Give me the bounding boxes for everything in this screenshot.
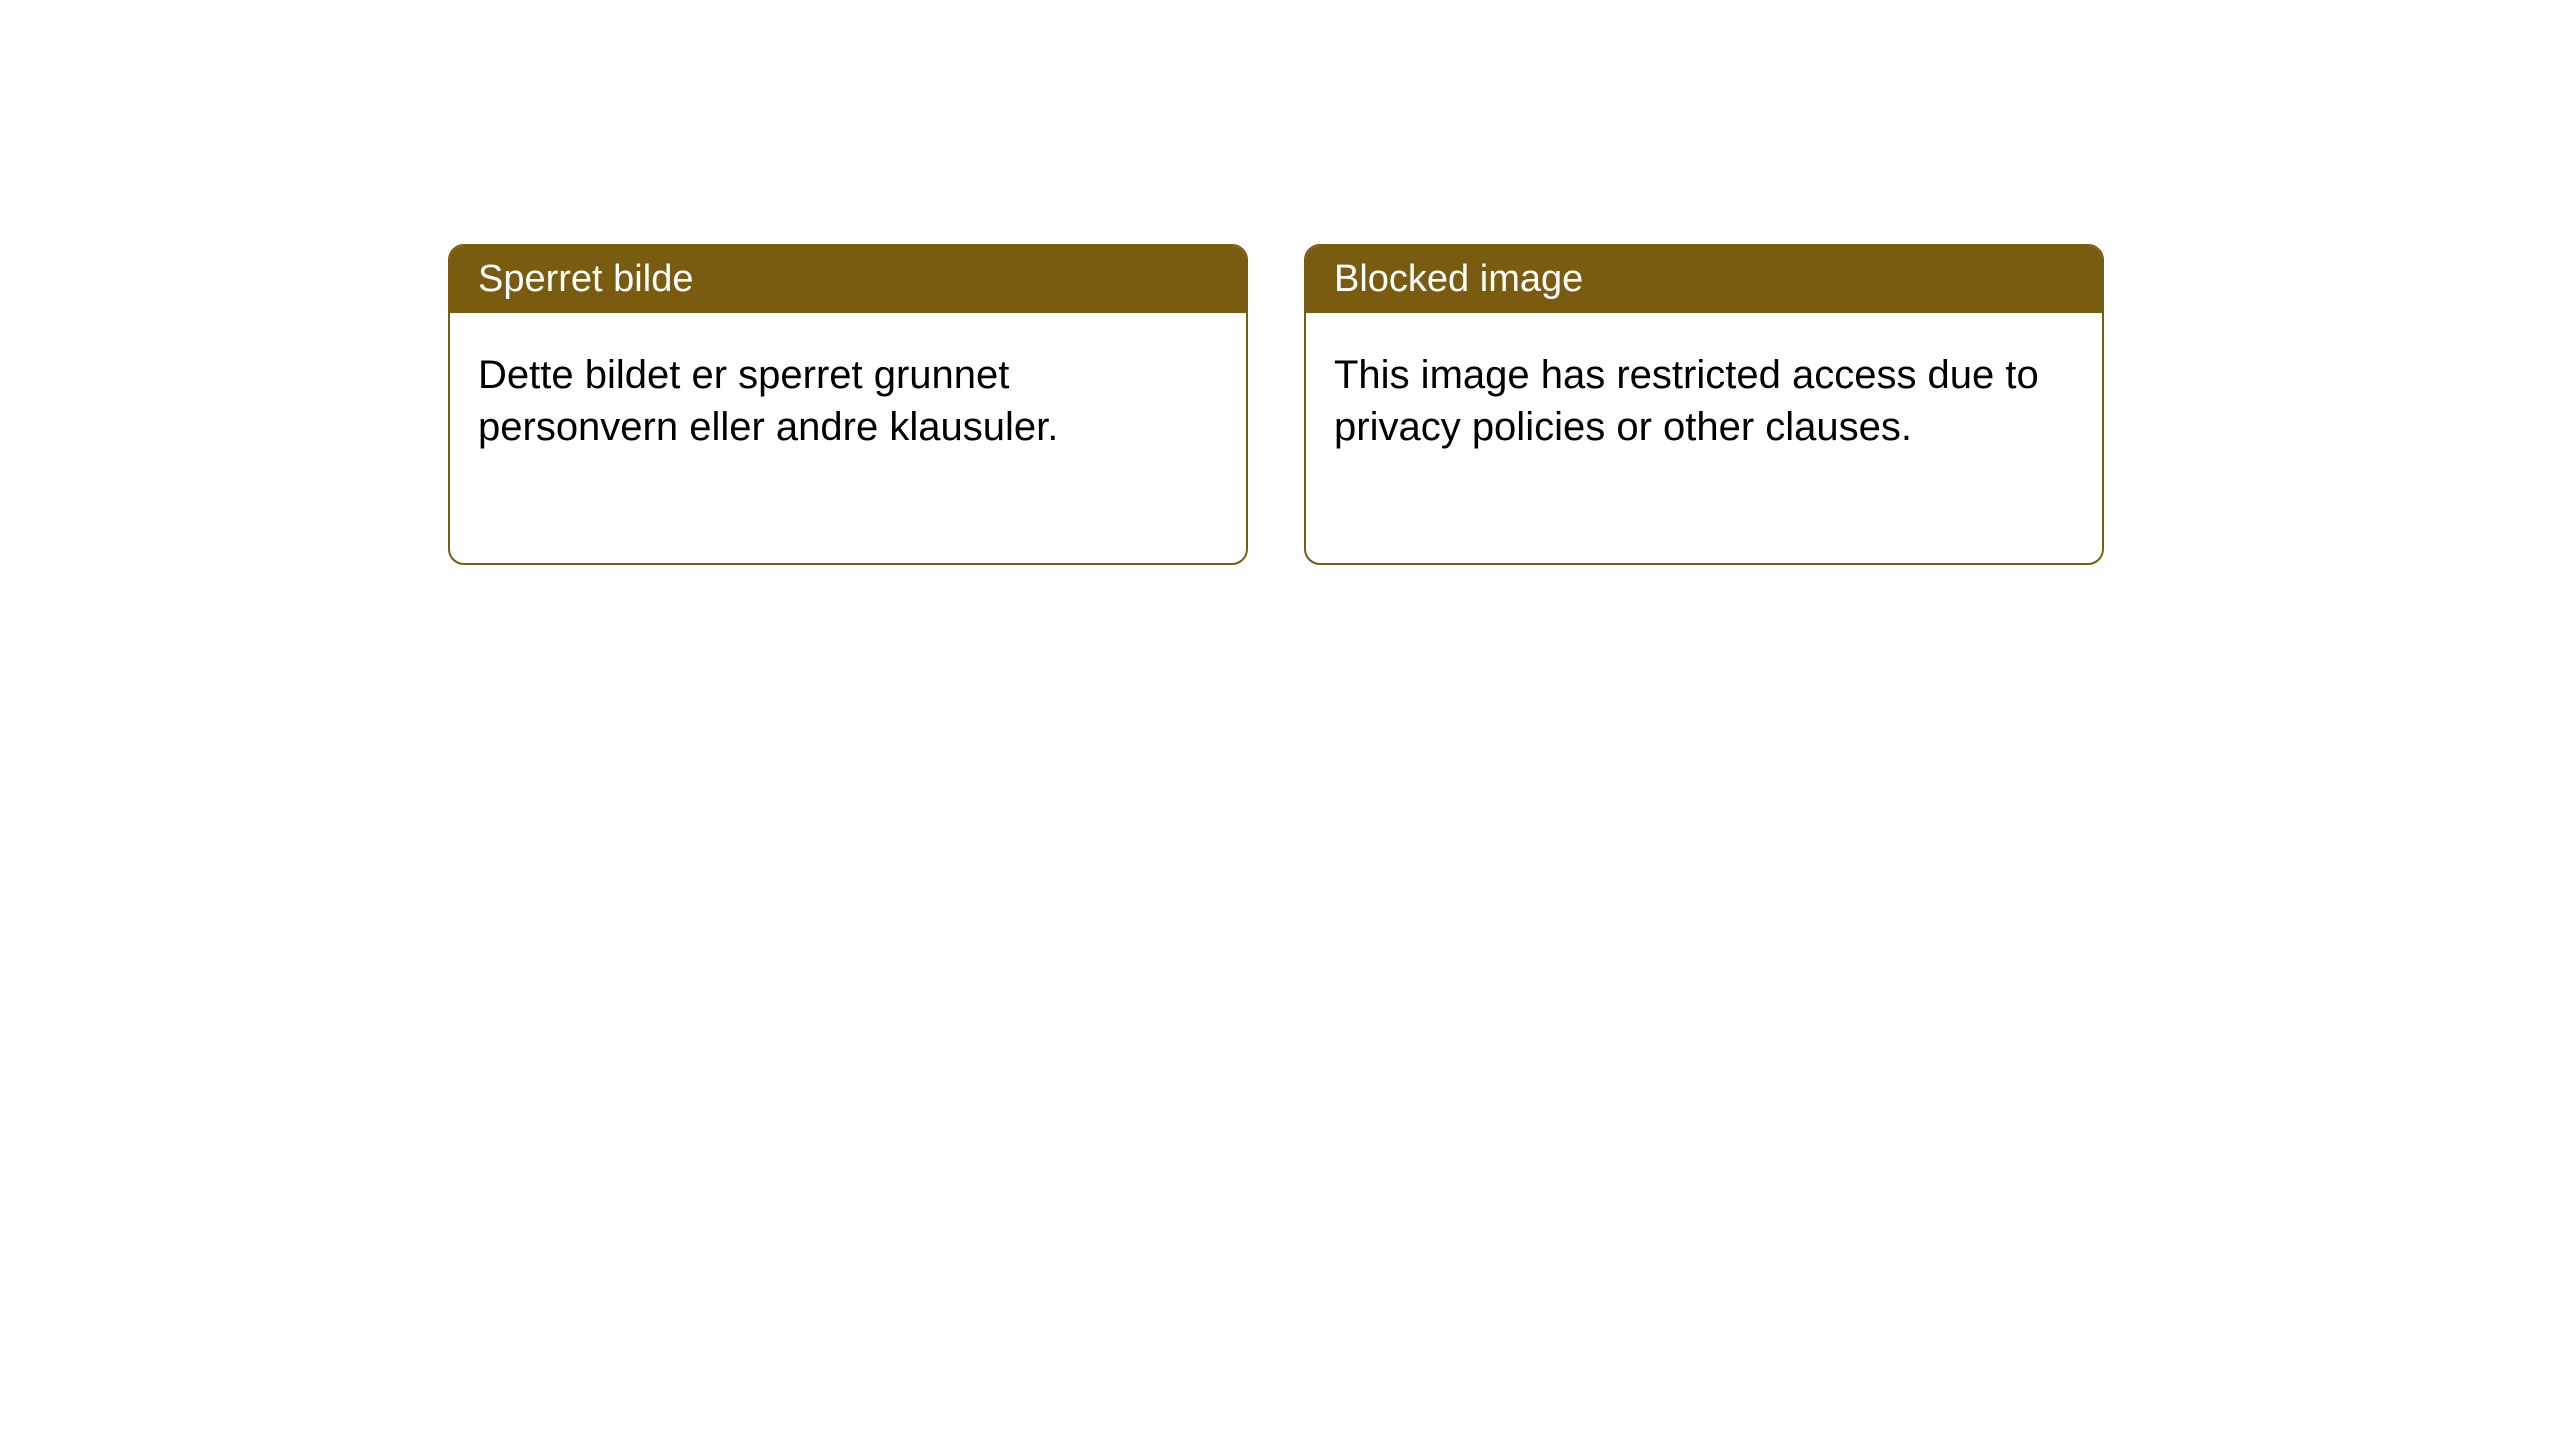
card-body: This image has restricted access due to … [1306, 313, 2102, 563]
card-title: Blocked image [1334, 258, 1583, 300]
card-body: Dette bildet er sperret grunnet personve… [450, 313, 1246, 563]
card-header: Sperret bilde [450, 246, 1246, 313]
notice-card-english: Blocked image This image has restricted … [1304, 244, 2104, 565]
card-header: Blocked image [1306, 246, 2102, 313]
card-body-text: This image has restricted access due to … [1334, 353, 2039, 449]
notice-card-norwegian: Sperret bilde Dette bildet er sperret gr… [448, 244, 1248, 565]
notice-cards-container: Sperret bilde Dette bildet er sperret gr… [448, 244, 2104, 565]
card-body-text: Dette bildet er sperret grunnet personve… [478, 353, 1058, 449]
card-title: Sperret bilde [478, 258, 693, 300]
